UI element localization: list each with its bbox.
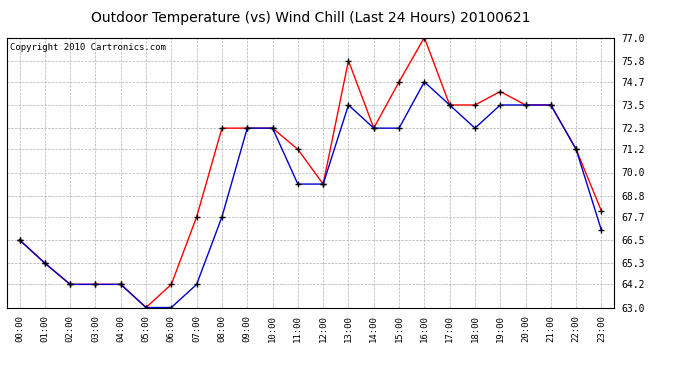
Text: Copyright 2010 Cartronics.com: Copyright 2010 Cartronics.com: [10, 43, 166, 52]
Text: Outdoor Temperature (vs) Wind Chill (Last 24 Hours) 20100621: Outdoor Temperature (vs) Wind Chill (Las…: [91, 11, 530, 25]
